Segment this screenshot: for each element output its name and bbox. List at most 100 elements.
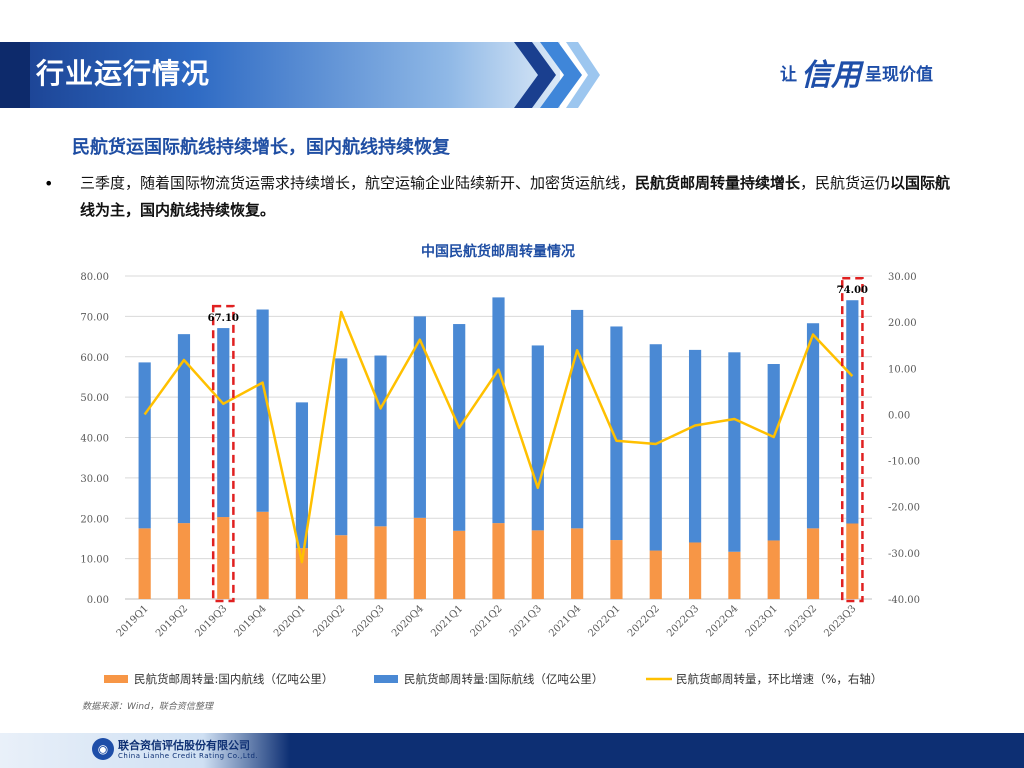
slogan-part3: 呈现价值 [865,64,933,85]
x-tick-label: 2022Q2 [626,603,662,639]
bar-domestic [453,530,466,599]
bar-international [295,402,309,549]
highlight-box [840,276,864,603]
bar-domestic [571,528,584,599]
bar-international [728,352,741,552]
bar-domestic [492,523,505,599]
bar-domestic [846,523,859,599]
bar-international [256,309,269,512]
x-tick-label: 2022Q1 [586,603,622,639]
bar-international [610,326,623,541]
growth-rate-line [143,310,854,564]
slogan-part2: 信用 [801,58,861,93]
company-logo-icon: ◉ [92,738,114,760]
data-source: 数据来源：Wind，联合资信整理 [82,702,213,712]
footer-company-english: China Lianhe Credit Rating Co.,Ltd. [118,752,259,760]
x-tick-label: 2020Q3 [351,603,387,639]
footer-company-name: 联合资信评估股份有限公司 [118,739,250,752]
x-tick-label: 2021Q2 [469,603,505,639]
y-left-tick-label: 70.00 [80,312,109,323]
bar-domestic [256,511,269,599]
bar-domestic [806,528,820,599]
y-left-tick-label: 50.00 [80,393,109,404]
highlight-box [211,304,235,603]
y-right-tick-label: 20.00 [888,318,917,329]
data-label: 74.00 [837,285,868,296]
x-tick-label: 2023Q2 [783,603,819,639]
bar-international [374,355,387,527]
x-tick-label: 2019Q4 [233,603,269,639]
y-right-tick-label: -10.00 [888,457,920,468]
x-tick-label: 2019Q1 [115,603,151,639]
chart-legend: 民航货邮周转量:国内航线（亿吨公里） 民航货邮周转量:国际航线（亿吨公里） 民航货邮… [104,672,882,686]
bar-domestic [688,542,702,599]
slogan-part1: 让 [780,64,797,85]
bar-domestic [767,540,780,599]
y-left-tick-label: 0.00 [87,595,109,606]
bar-domestic [413,517,426,599]
bar-domestic [295,548,309,599]
bar-international [767,364,780,541]
y-left-tick-label: 30.00 [80,474,109,485]
bar-international [138,362,151,529]
para-bold-2: 以国际航线为主，国内航线持续恢复。 [80,174,951,219]
bar-domestic [138,528,151,599]
x-tick-label: 2019Q3 [193,603,229,639]
bar-international [335,358,348,536]
bar-international [571,309,584,529]
x-tick-label: 2021Q4 [547,603,583,639]
bar-international [217,328,230,518]
legend-label: 民航货邮周转量:国内航线（亿吨公里） [134,672,333,686]
data-label: 67.10 [208,313,239,324]
x-tick-label: 2021Q3 [508,603,544,639]
para-text-2: ，民航货运仍 [800,174,891,192]
x-tick-label: 2020Q4 [390,603,426,639]
y-left-tick-label: 20.00 [80,514,109,525]
bar-domestic [335,535,348,599]
chart-title: 中国民航货邮周转量情况 [421,243,575,260]
y-left-tick-label: 40.00 [80,434,109,445]
bar-international [649,344,662,551]
y-right-tick-label: 10.00 [888,364,917,375]
x-tick-label: 2023Q3 [822,603,858,639]
bar-international [413,316,426,518]
x-tick-label: 2020Q2 [311,603,347,639]
bar-domestic [649,550,662,599]
y-right-tick-label: -40.00 [888,595,920,606]
bar-international [492,297,505,524]
bar-international [688,349,702,543]
bar-domestic [177,523,191,599]
legend-label: 民航货邮周转量，环比增速（%，右轴） [676,672,882,686]
bar-domestic [728,551,741,599]
x-tick-label: 2020Q1 [272,603,308,639]
bar-layer [138,297,859,599]
y-left-tick-label: 10.00 [80,555,109,566]
legend-swatch [374,675,398,683]
bar-domestic [217,517,230,599]
y-right-tick-label: 30.00 [888,272,917,283]
body-paragraph: 三季度，随着国际物流货运需求持续增长，航空运输企业陆续新开、加密货运航线，民航货… [80,170,960,224]
bar-international [806,323,820,529]
bar-international [846,300,859,524]
y-left-tick-label: 80.00 [80,272,109,283]
y-right-tick-label: 0.00 [888,410,910,421]
header-stripe [0,42,30,108]
footer-left-gradient [0,733,290,768]
para-bold-1: 民航货邮周转量持续增长 [635,174,801,192]
x-tick-label: 2021Q1 [429,603,465,639]
slogan: 让 信用 呈现价值 [780,52,933,93]
bar-domestic [374,526,387,599]
legend-label: 民航货邮周转量:国际航线（亿吨公里） [404,672,603,686]
bar-domestic [610,540,623,599]
x-tick-label: 2022Q3 [665,603,701,639]
y-right-tick-label: -30.00 [888,549,920,560]
chevron-decoration-icon [514,42,600,108]
section-subtitle: 民航货运国际航线持续增长，国内航线持续恢复 [72,137,450,158]
x-tick-label: 2022Q4 [704,603,740,639]
x-tick-label: 2023Q1 [744,603,780,639]
y-left-tick-label: 60.00 [80,353,109,364]
bar-international [177,334,191,524]
legend-swatch [104,675,128,683]
bar-domestic [531,530,544,599]
header-band [0,42,560,108]
